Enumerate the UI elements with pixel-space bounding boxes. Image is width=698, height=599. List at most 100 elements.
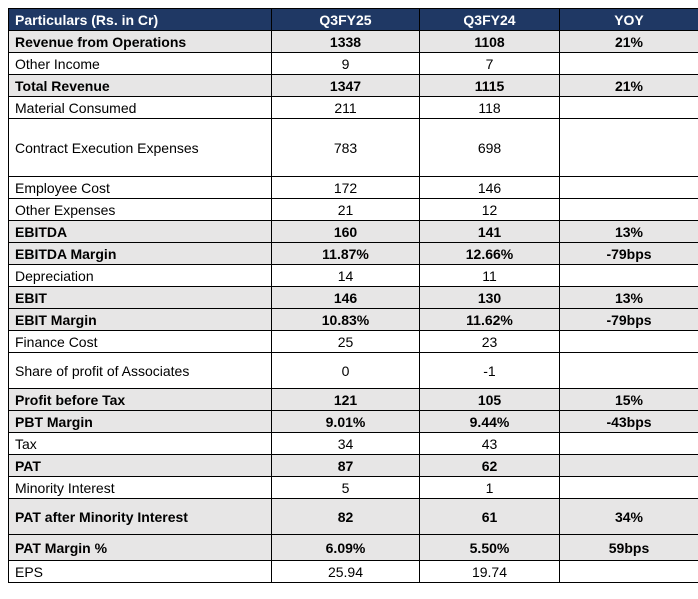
row-label: Depreciation: [8, 264, 272, 287]
cell-yoy: [559, 560, 698, 583]
table-row: EBIT 146 130 13%: [8, 286, 698, 309]
cell-q3fy25: 5: [271, 476, 420, 499]
cell-q3fy25: 11.87%: [271, 242, 420, 265]
table-row: Finance Cost 25 23: [8, 330, 698, 353]
table-row: Depreciation 14 11: [8, 264, 698, 287]
cell-q3fy24: 141: [419, 220, 560, 243]
cell-q3fy24: 12.66%: [419, 242, 560, 265]
row-label: Other Income: [8, 52, 272, 75]
row-label: EBIT: [8, 286, 272, 309]
row-label: PAT: [8, 454, 272, 477]
row-label: Employee Cost: [8, 176, 272, 199]
header-row: Particulars (Rs. in Cr) Q3FY25 Q3FY24 YO…: [8, 8, 698, 31]
cell-q3fy24: 118: [419, 96, 560, 119]
cell-yoy: -43bps: [559, 410, 698, 433]
cell-yoy: 15%: [559, 388, 698, 411]
cell-q3fy24: 698: [419, 118, 560, 177]
table-row: PAT after Minority Interest 82 61 34%: [8, 498, 698, 535]
cell-q3fy24: 146: [419, 176, 560, 199]
cell-q3fy24: 130: [419, 286, 560, 309]
cell-q3fy25: 34: [271, 432, 420, 455]
cell-yoy: [559, 352, 698, 389]
cell-yoy: 13%: [559, 286, 698, 309]
table-row: EBITDA Margin 11.87% 12.66% -79bps: [8, 242, 698, 265]
cell-q3fy25: 146: [271, 286, 420, 309]
header-q3fy25: Q3FY25: [271, 8, 420, 31]
cell-yoy: 13%: [559, 220, 698, 243]
cell-q3fy24: 7: [419, 52, 560, 75]
financial-results-table: Particulars (Rs. in Cr) Q3FY25 Q3FY24 YO…: [8, 8, 698, 583]
row-label: Contract Execution Expenses: [8, 118, 272, 177]
cell-q3fy25: 82: [271, 498, 420, 535]
cell-yoy: [559, 176, 698, 199]
cell-q3fy25: 1347: [271, 74, 420, 97]
cell-q3fy24: 19.74: [419, 560, 560, 583]
row-label: Other Expenses: [8, 198, 272, 221]
cell-q3fy24: 1108: [419, 30, 560, 53]
cell-q3fy25: 121: [271, 388, 420, 411]
cell-yoy: [559, 330, 698, 353]
row-label: EBITDA Margin: [8, 242, 272, 265]
cell-q3fy24: 1115: [419, 74, 560, 97]
table-row: Material Consumed 211 118: [8, 96, 698, 119]
table-row: PAT 87 62: [8, 454, 698, 477]
row-label: Finance Cost: [8, 330, 272, 353]
cell-yoy: [559, 52, 698, 75]
row-label: EBIT Margin: [8, 308, 272, 331]
table-row: Other Expenses 21 12: [8, 198, 698, 221]
row-label: PAT after Minority Interest: [8, 498, 272, 535]
table-row: EBIT Margin 10.83% 11.62% -79bps: [8, 308, 698, 331]
row-label: EBITDA: [8, 220, 272, 243]
row-label: Tax: [8, 432, 272, 455]
cell-yoy: 34%: [559, 498, 698, 535]
cell-q3fy25: 10.83%: [271, 308, 420, 331]
cell-yoy: [559, 118, 698, 177]
cell-q3fy25: 6.09%: [271, 534, 420, 561]
cell-q3fy24: 61: [419, 498, 560, 535]
table-row: Revenue from Operations 1338 1108 21%: [8, 30, 698, 53]
row-label: Total Revenue: [8, 74, 272, 97]
table-row: Profit before Tax 121 105 15%: [8, 388, 698, 411]
cell-q3fy25: 211: [271, 96, 420, 119]
cell-q3fy24: 5.50%: [419, 534, 560, 561]
cell-yoy: 59bps: [559, 534, 698, 561]
row-label: Share of profit of Associates: [8, 352, 272, 389]
cell-yoy: [559, 432, 698, 455]
cell-q3fy24: 11.62%: [419, 308, 560, 331]
table-row: Tax 34 43: [8, 432, 698, 455]
cell-yoy: -79bps: [559, 242, 698, 265]
cell-q3fy24: 1: [419, 476, 560, 499]
cell-q3fy25: 783: [271, 118, 420, 177]
cell-q3fy24: 9.44%: [419, 410, 560, 433]
table-row: Employee Cost 172 146: [8, 176, 698, 199]
table-body: Revenue from Operations 1338 1108 21% Other …: [8, 30, 698, 583]
cell-q3fy24: 105: [419, 388, 560, 411]
cell-q3fy25: 87: [271, 454, 420, 477]
cell-q3fy25: 172: [271, 176, 420, 199]
table-row: Total Revenue 1347 1115 21%: [8, 74, 698, 97]
table-row: EBITDA 160 141 13%: [8, 220, 698, 243]
cell-q3fy25: 160: [271, 220, 420, 243]
cell-q3fy25: 1338: [271, 30, 420, 53]
cell-q3fy24: -1: [419, 352, 560, 389]
table-row: PBT Margin 9.01% 9.44% -43bps: [8, 410, 698, 433]
cell-q3fy25: 9: [271, 52, 420, 75]
header-particulars: Particulars (Rs. in Cr): [8, 8, 272, 31]
row-label: EPS: [8, 560, 272, 583]
cell-q3fy25: 21: [271, 198, 420, 221]
table-row: PAT Margin % 6.09% 5.50% 59bps: [8, 534, 698, 561]
row-label: Revenue from Operations: [8, 30, 272, 53]
cell-q3fy25: 0: [271, 352, 420, 389]
table-row: Share of profit of Associates 0 -1: [8, 352, 698, 389]
cell-yoy: 21%: [559, 74, 698, 97]
cell-yoy: 21%: [559, 30, 698, 53]
header-yoy: YOY: [559, 8, 698, 31]
cell-yoy: [559, 264, 698, 287]
row-label: Minority Interest: [8, 476, 272, 499]
cell-q3fy24: 12: [419, 198, 560, 221]
row-label: PBT Margin: [8, 410, 272, 433]
header-q3fy24: Q3FY24: [419, 8, 560, 31]
table-row: Contract Execution Expenses 783 698: [8, 118, 698, 177]
row-label: PAT Margin %: [8, 534, 272, 561]
table-row: Minority Interest 5 1: [8, 476, 698, 499]
